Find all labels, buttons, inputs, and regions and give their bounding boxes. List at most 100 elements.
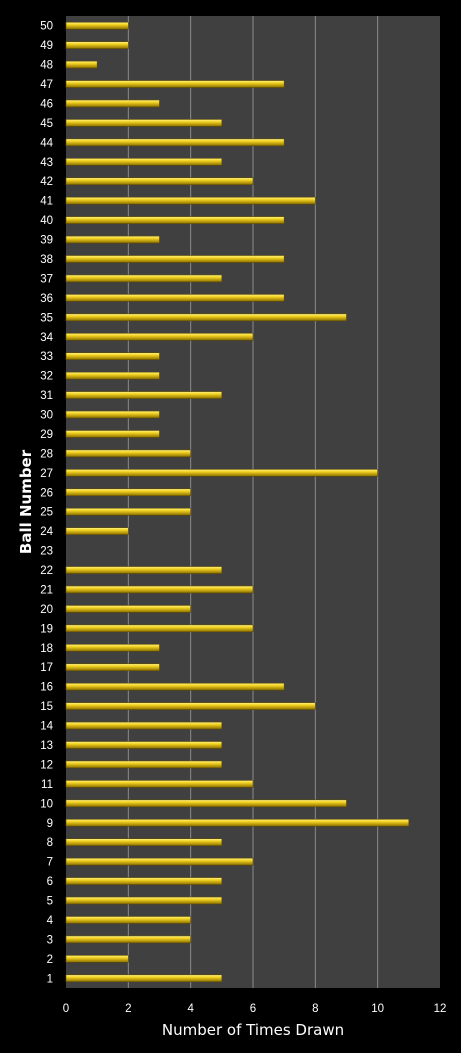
bar-ball-16 <box>65 682 285 691</box>
y-tick-label-33: 33 <box>40 351 53 363</box>
bar-ball-26 <box>65 488 191 497</box>
y-tick-label-40: 40 <box>40 215 53 227</box>
y-tick-label-11: 11 <box>41 779 53 791</box>
y-tick-label-8: 8 <box>47 837 53 849</box>
y-tick-label-27: 27 <box>40 468 53 480</box>
y-tick-label-17: 17 <box>40 662 53 674</box>
bar-ball-32 <box>65 371 160 380</box>
bar-ball-33 <box>65 352 160 361</box>
bar-ball-39 <box>65 235 160 244</box>
x-tick-label-4: 4 <box>187 1003 194 1015</box>
y-tick-label-3: 3 <box>47 934 53 946</box>
bar-ball-3 <box>65 935 191 944</box>
bar-ball-22 <box>65 566 223 574</box>
y-tick-label-10: 10 <box>40 798 53 810</box>
bar-ball-43 <box>65 158 223 166</box>
x-tick-label-12: 12 <box>434 1003 447 1015</box>
bar-ball-47 <box>65 80 285 88</box>
bar-ball-25 <box>65 507 191 516</box>
y-tick-label-31: 31 <box>40 390 53 402</box>
y-tick-label-42: 42 <box>40 176 53 188</box>
bar-ball-19 <box>65 624 254 633</box>
y-tick-label-28: 28 <box>40 448 53 460</box>
y-tick-label-24: 24 <box>40 526 53 538</box>
bar-ball-1 <box>65 974 223 983</box>
bar-ball-20 <box>65 605 191 613</box>
y-tick-label-22: 22 <box>40 565 53 577</box>
bar-ball-37 <box>65 274 223 283</box>
bar-ball-7 <box>65 857 254 866</box>
y-tick-label-44: 44 <box>40 137 53 149</box>
bar-ball-49 <box>65 41 129 49</box>
bar-ball-8 <box>65 838 223 847</box>
bar-ball-45 <box>65 119 223 127</box>
y-tick-label-12: 12 <box>40 759 53 771</box>
bar-ball-27 <box>65 469 378 477</box>
y-tick-label-1: 1 <box>47 973 53 985</box>
bar-ball-30 <box>65 410 160 419</box>
y-tick-label-46: 46 <box>40 98 53 110</box>
bar-ball-13 <box>65 741 223 749</box>
y-tick-label-6: 6 <box>47 876 53 888</box>
bar-ball-17 <box>65 663 160 672</box>
bar-ball-38 <box>65 255 285 263</box>
y-tick-label-13: 13 <box>40 740 53 752</box>
bars <box>65 21 410 983</box>
bar-ball-36 <box>65 294 285 302</box>
x-axis-tick-labels: 0 2 4 6 8 10 12 <box>63 1003 447 1015</box>
y-tick-label-18: 18 <box>40 643 53 655</box>
y-tick-label-26: 26 <box>40 487 53 499</box>
y-tick-label-39: 39 <box>40 235 53 247</box>
bar-ball-6 <box>65 877 223 885</box>
y-tick-label-41: 41 <box>40 196 53 208</box>
bar-ball-31 <box>65 391 223 399</box>
y-tick-label-23: 23 <box>40 546 53 558</box>
bar-ball-28 <box>65 449 191 458</box>
y-tick-label-35: 35 <box>40 312 53 324</box>
y-tick-label-14: 14 <box>40 721 53 733</box>
x-tick-label-8: 8 <box>312 1003 318 1015</box>
bar-ball-5 <box>65 896 223 905</box>
y-tick-label-2: 2 <box>47 954 53 966</box>
x-tick-label-6: 6 <box>250 1003 256 1015</box>
y-tick-label-47: 47 <box>40 79 53 91</box>
bar-ball-46 <box>65 99 160 108</box>
y-tick-label-20: 20 <box>40 604 53 616</box>
bar-ball-35 <box>65 313 347 322</box>
bar-ball-44 <box>65 138 285 147</box>
y-tick-label-49: 49 <box>40 40 53 52</box>
y-tick-label-30: 30 <box>40 410 53 422</box>
bar-ball-24 <box>65 527 129 535</box>
x-tick-label-2: 2 <box>125 1003 131 1015</box>
x-axis-title: Number of Times Drawn <box>162 1021 344 1039</box>
y-tick-label-5: 5 <box>47 896 53 908</box>
y-tick-label-45: 45 <box>40 118 53 130</box>
y-tick-label-29: 29 <box>40 429 53 441</box>
bar-ball-12 <box>65 760 223 769</box>
y-tick-label-48: 48 <box>40 60 53 72</box>
bar-ball-50 <box>65 21 129 30</box>
bar-ball-40 <box>65 216 285 224</box>
bar-ball-14 <box>65 721 223 730</box>
bar-ball-10 <box>65 799 347 808</box>
bar-ball-2 <box>65 955 129 963</box>
bar-ball-48 <box>65 60 98 69</box>
bar-ball-21 <box>65 585 254 594</box>
y-tick-label-7: 7 <box>47 857 53 869</box>
y-axis-title: Ball Number <box>17 449 35 554</box>
y-tick-label-34: 34 <box>40 332 53 344</box>
y-tick-label-36: 36 <box>40 293 53 305</box>
y-tick-label-32: 32 <box>40 371 53 383</box>
x-tick-label-10: 10 <box>371 1003 384 1015</box>
bar-ball-11 <box>65 780 254 788</box>
bar-ball-29 <box>65 430 160 438</box>
y-tick-label-38: 38 <box>40 254 53 266</box>
bar-ball-9 <box>65 818 410 827</box>
bar-ball-4 <box>65 916 191 924</box>
bar-ball-15 <box>65 702 316 710</box>
y-tick-label-16: 16 <box>40 682 53 694</box>
y-tick-label-9: 9 <box>47 818 53 830</box>
y-tick-label-37: 37 <box>40 273 53 285</box>
y-tick-label-50: 50 <box>40 21 53 33</box>
